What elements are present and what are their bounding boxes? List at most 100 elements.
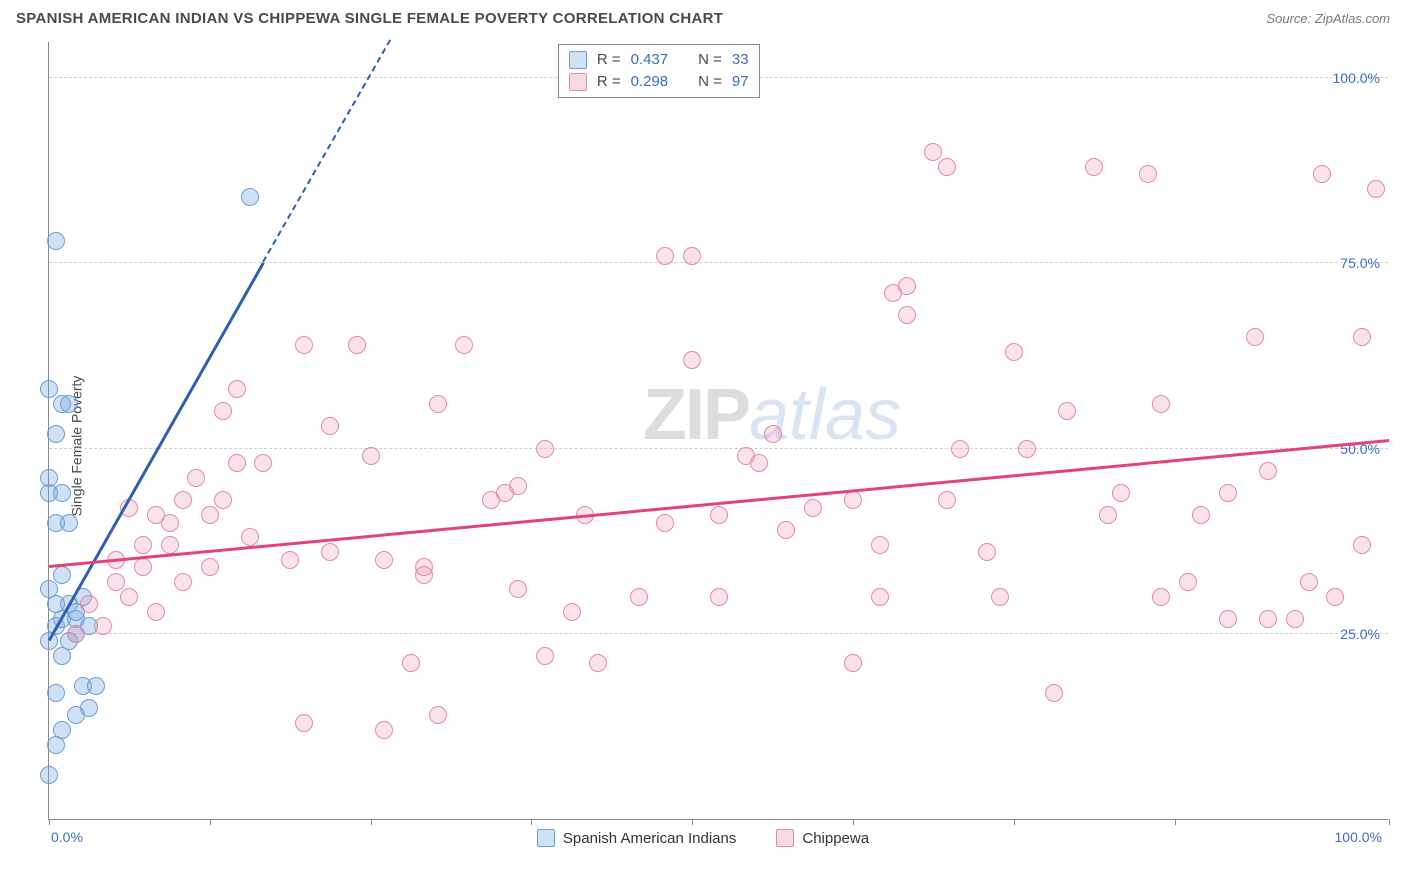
data-point-series-1 [764,425,782,443]
data-point-series-1 [991,588,1009,606]
data-point-series-1 [710,588,728,606]
data-point-series-1 [415,558,433,576]
data-point-series-1 [1152,588,1170,606]
data-point-series-1 [161,536,179,554]
data-point-series-1 [254,454,272,472]
data-point-series-0 [80,699,98,717]
data-point-series-1 [589,654,607,672]
data-point-series-1 [1259,462,1277,480]
data-point-series-0 [47,684,65,702]
data-point-series-1 [898,277,916,295]
trend-line [49,439,1389,567]
chart-source: Source: ZipAtlas.com [1266,11,1390,26]
data-point-series-1 [201,558,219,576]
data-point-series-1 [1179,573,1197,591]
data-point-series-1 [174,491,192,509]
data-point-series-1 [187,469,205,487]
legend-swatch-1 [776,829,794,847]
data-point-series-0 [47,425,65,443]
data-point-series-1 [777,521,795,539]
data-point-series-1 [1005,343,1023,361]
data-point-series-0 [53,566,71,584]
data-point-series-1 [1353,536,1371,554]
stats-n-value: 33 [732,49,749,71]
data-point-series-1 [898,306,916,324]
data-point-series-1 [321,417,339,435]
data-point-series-1 [1112,484,1130,502]
stats-box: R =0.437N =33R =0.298N =97 [558,44,760,98]
data-point-series-1 [321,543,339,561]
chart-area: Single Female Poverty ZIPatlas 25.0%50.0… [0,36,1406,856]
data-point-series-0 [40,766,58,784]
data-point-series-1 [429,706,447,724]
data-point-series-1 [1313,165,1331,183]
data-point-series-1 [1152,395,1170,413]
data-point-series-0 [60,514,78,532]
data-point-series-1 [683,351,701,369]
data-point-series-1 [375,721,393,739]
data-point-series-1 [1139,165,1157,183]
y-tick-label: 75.0% [1340,255,1380,271]
y-tick-label: 25.0% [1340,626,1380,642]
data-point-series-1 [94,617,112,635]
data-point-series-1 [536,647,554,665]
data-point-series-1 [1353,328,1371,346]
data-point-series-0 [53,484,71,502]
watermark-part2: atlas [749,375,901,455]
stats-r-label: R = [597,71,621,93]
data-point-series-1 [1192,506,1210,524]
legend-item-0: Spanish American Indians [537,829,736,847]
data-point-series-1 [228,380,246,398]
data-point-series-1 [804,499,822,517]
data-point-series-1 [362,447,380,465]
stats-r-value: 0.437 [631,49,669,71]
data-point-series-1 [134,558,152,576]
data-point-series-0 [60,395,78,413]
data-point-series-1 [1367,180,1385,198]
data-point-series-1 [630,588,648,606]
data-point-series-1 [1300,573,1318,591]
chart-header: SPANISH AMERICAN INDIAN VS CHIPPEWA SING… [0,0,1406,36]
data-point-series-1 [871,588,889,606]
chart-title: SPANISH AMERICAN INDIAN VS CHIPPEWA SING… [16,10,723,27]
legend-item-1: Chippewa [776,829,869,847]
data-point-series-1 [710,506,728,524]
stats-n-label: N = [698,71,722,93]
data-point-series-0 [40,380,58,398]
data-point-series-1 [429,395,447,413]
data-point-series-1 [978,543,996,561]
trend-line [48,261,265,640]
data-point-series-1 [348,336,366,354]
data-point-series-1 [871,536,889,554]
data-point-series-1 [402,654,420,672]
data-point-series-1 [563,603,581,621]
data-point-series-1 [201,506,219,524]
stats-n-value: 97 [732,71,749,93]
stats-n-label: N = [698,49,722,71]
data-point-series-1 [67,625,85,643]
data-point-series-1 [1085,158,1103,176]
data-point-series-0 [87,677,105,695]
data-point-series-1 [375,551,393,569]
data-point-series-1 [1219,484,1237,502]
data-point-series-1 [1246,328,1264,346]
stats-row: R =0.298N =97 [569,71,749,93]
data-point-series-1 [536,440,554,458]
stats-swatch [569,51,587,69]
data-point-series-1 [844,654,862,672]
legend-label-1: Chippewa [802,830,869,847]
data-point-series-1 [1326,588,1344,606]
data-point-series-1 [683,247,701,265]
data-point-series-1 [924,143,942,161]
data-point-series-1 [1018,440,1036,458]
watermark-part1: ZIP [643,375,749,455]
data-point-series-1 [174,573,192,591]
data-point-series-1 [1099,506,1117,524]
data-point-series-1 [80,595,98,613]
data-point-series-1 [750,454,768,472]
data-point-series-1 [228,454,246,472]
data-point-series-1 [455,336,473,354]
gridline-h [49,262,1388,263]
watermark: ZIPatlas [643,374,901,456]
data-point-series-1 [509,580,527,598]
